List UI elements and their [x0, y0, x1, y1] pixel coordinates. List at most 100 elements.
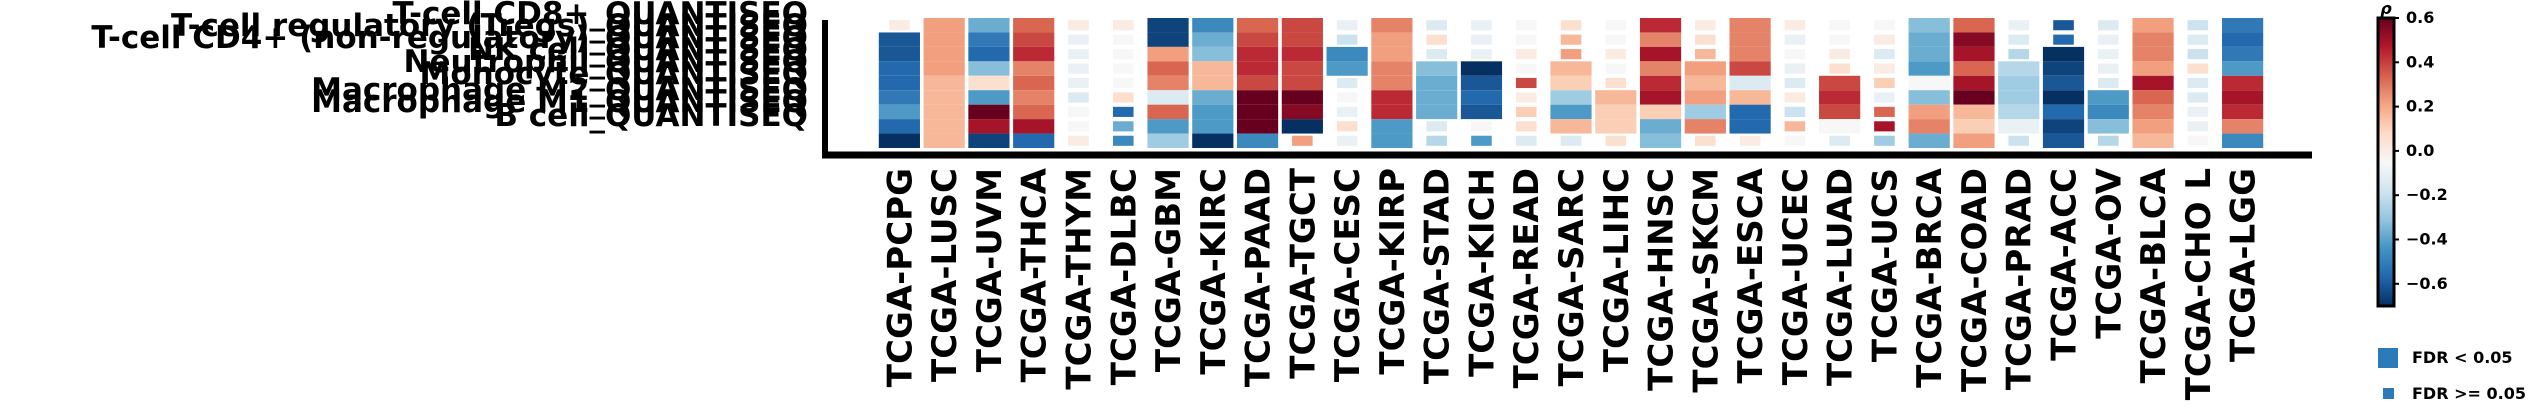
- heatmap-cell: [1336, 77, 1358, 89]
- heatmap-cell: [1147, 32, 1189, 47]
- heatmap-cell: [2187, 49, 2209, 60]
- heatmap-cell: [1112, 77, 1134, 89]
- heatmap-cell: [2042, 119, 2085, 134]
- heatmap-cell: [1560, 49, 1582, 60]
- heatmap-cell: [1013, 32, 1055, 47]
- heatmap-cell: [1236, 104, 1279, 120]
- heatmap-cell: [1426, 135, 1447, 146]
- heatmap-cell: [2042, 133, 2085, 148]
- heatmap-cell: [1784, 77, 1806, 89]
- heatmap-cell: [2187, 92, 2209, 103]
- heatmap-cell: [2042, 46, 2085, 62]
- heatmap-cell: [1908, 18, 1950, 33]
- heatmap-cell: [1192, 75, 1234, 91]
- heatmap-cell: [1013, 119, 1055, 134]
- heatmap-cell: [1605, 77, 1627, 89]
- row-label: Macrophage M2_QUANTISEQ: [311, 72, 808, 108]
- heatmap-cell: [1013, 75, 1055, 91]
- heatmap-cell: [1371, 133, 1413, 148]
- heatmap-cell: [1695, 135, 1716, 146]
- heatmap-cell: [1953, 119, 1995, 134]
- heatmap-cell: [1371, 90, 1413, 105]
- heatmap-cell: [1192, 61, 1234, 76]
- heatmap-cell: [1784, 106, 1806, 117]
- heatmap-cell: [923, 75, 965, 91]
- heatmap-cell: [1595, 104, 1637, 120]
- heatmap-cell: [878, 90, 920, 105]
- heatmap-cell: [1829, 49, 1850, 60]
- heatmap-cell: [1515, 63, 1537, 74]
- heatmap-cell: [1829, 20, 1850, 31]
- heatmap-cell: [1729, 32, 1771, 47]
- heatmap-cell: [1416, 104, 1458, 120]
- heatmap-cell: [878, 32, 920, 47]
- heatmap-cell: [1829, 63, 1850, 74]
- heatmap-cell: [1112, 34, 1134, 45]
- heatmap-cell: [1068, 77, 1089, 89]
- heatmap-cell: [1515, 34, 1537, 45]
- heatmap-cell: [1192, 32, 1234, 47]
- heatmap-cell: [1147, 104, 1189, 120]
- heatmap-cell: [1639, 104, 1682, 120]
- heatmap-cell: [1515, 20, 1537, 31]
- heatmap-cell: [1371, 32, 1413, 47]
- heatmap-cell: [1729, 104, 1771, 120]
- column-label: TCGA-LUAD: [1821, 168, 1861, 386]
- column-label: TCGA-UCEC: [1776, 168, 1816, 385]
- heatmap-cell: [1515, 49, 1537, 60]
- heatmap-cell: [1874, 63, 1895, 74]
- heatmap-cell: [1236, 32, 1279, 47]
- heatmap-cell: [1729, 119, 1771, 134]
- heatmap-cell: [1147, 75, 1189, 91]
- column-label: TCGA-SARC: [1552, 168, 1592, 386]
- heatmap-cell: [2008, 20, 2030, 31]
- heatmap-cell: [1953, 46, 1995, 62]
- heatmap-cell: [1013, 46, 1055, 62]
- heatmap-cell: [878, 61, 920, 76]
- heatmap-cell: [1068, 20, 1089, 31]
- heatmap-cell: [1874, 20, 1895, 31]
- heatmap-cell: [1112, 49, 1134, 60]
- column-label: TCGA-CHO L: [2179, 168, 2219, 400]
- heatmap-cell: [1326, 46, 1368, 62]
- heatmap-cell: [1998, 119, 2040, 134]
- heatmap-cell: [2097, 34, 2119, 45]
- colorbar-tick-label: 0.2: [2406, 97, 2434, 116]
- heatmap-cell: [2187, 20, 2209, 31]
- row-label: T-cell CD8+_QUANTISEQ: [393, 0, 808, 32]
- heatmap-cell: [1336, 121, 1358, 132]
- heatmap-cell: [2097, 63, 2119, 74]
- heatmap-cell: [1695, 49, 1716, 60]
- heatmap-cell: [2222, 104, 2264, 120]
- heatmap-cell: [1953, 133, 1995, 148]
- heatmap-cell: [1236, 90, 1279, 105]
- heatmap-cell: [1874, 121, 1895, 132]
- heatmap-cell: [968, 104, 1010, 120]
- heatmap-cell: [1236, 61, 1279, 76]
- column-label: TCGA-BLCA: [2134, 167, 2174, 383]
- column-label: TCGA-LIHC: [1597, 168, 1637, 372]
- heatmap-cell: [1471, 34, 1492, 45]
- heatmap-cell: [1639, 18, 1682, 33]
- column-label: TCGA-TGCT: [1283, 167, 1323, 379]
- heatmap-cell: [1953, 90, 1995, 105]
- heatmap-cell: [1416, 61, 1458, 76]
- heatmap-cell: [2042, 90, 2085, 105]
- heatmap-cell: [1192, 133, 1234, 148]
- heatmap-cell: [1639, 90, 1682, 105]
- heatmap-cell: [878, 104, 920, 120]
- heatmap-cell: [1281, 90, 1323, 105]
- heatmap-cell: [1515, 121, 1537, 132]
- heatmap-cell: [2097, 135, 2119, 146]
- heatmap-cell: [1371, 75, 1413, 91]
- heatmap-cell: [1874, 135, 1895, 146]
- heatmap-cell: [1192, 46, 1234, 62]
- heatmap-cell: [2008, 49, 2030, 60]
- heatmap-cell: [2222, 119, 2264, 134]
- heatmap-cell: [1684, 61, 1726, 76]
- column-label: TCGA-UVM: [970, 168, 1010, 372]
- heatmap-cell: [1236, 119, 1279, 134]
- heatmap-cell: [1112, 121, 1134, 132]
- colorbar: [2376, 16, 2396, 308]
